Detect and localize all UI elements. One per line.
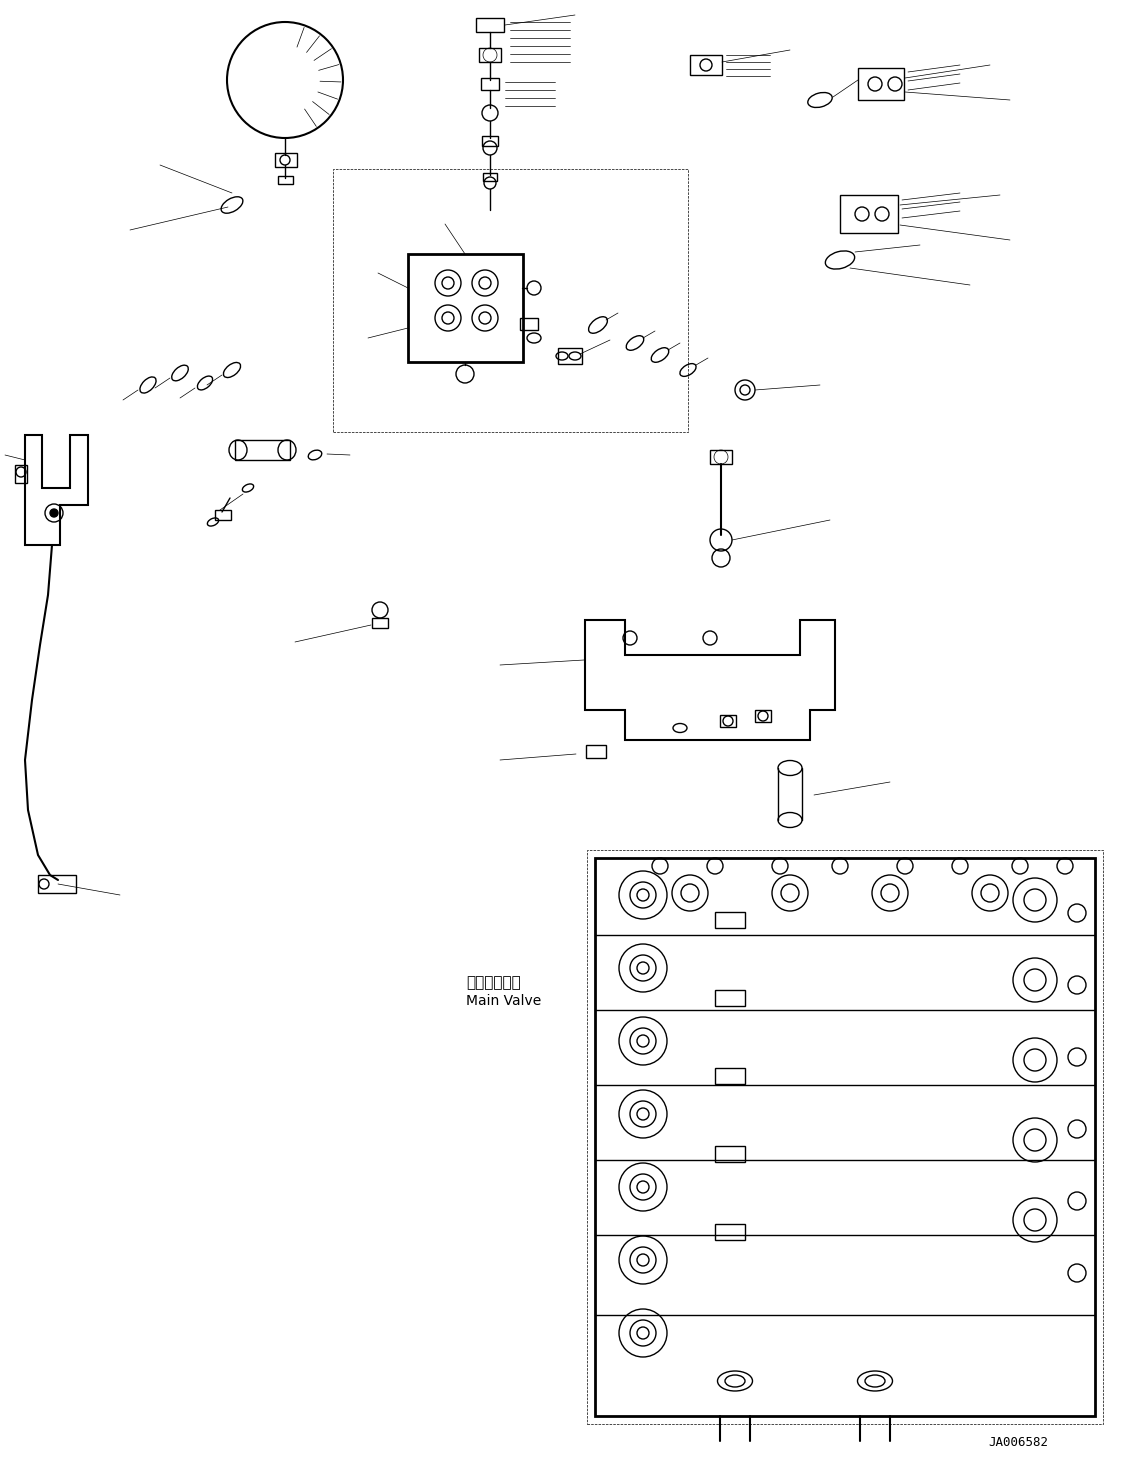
Bar	[15, 465, 27, 483]
Text: Main Valve: Main Valve	[466, 994, 541, 1008]
Bar	[476, 18, 504, 32]
Bar	[715, 912, 745, 928]
Bar	[715, 991, 745, 1007]
Bar	[586, 746, 606, 759]
Bar	[482, 136, 498, 146]
Bar	[275, 153, 297, 166]
Bar	[278, 177, 293, 184]
Bar	[715, 1068, 745, 1084]
Bar	[711, 449, 732, 464]
Bar	[235, 441, 291, 460]
Bar	[215, 511, 232, 519]
Bar	[479, 48, 501, 61]
Bar	[858, 69, 903, 101]
Bar	[715, 1145, 745, 1161]
Bar	[587, 851, 1103, 1424]
Text: メインバルブ: メインバルブ	[466, 976, 521, 991]
Bar	[558, 349, 582, 363]
Bar	[481, 77, 499, 90]
Bar	[37, 875, 76, 893]
Bar	[372, 619, 388, 627]
Circle shape	[50, 509, 58, 516]
Bar	[690, 55, 722, 74]
Text: JA006582: JA006582	[987, 1437, 1048, 1449]
Bar	[333, 169, 688, 432]
Bar	[484, 174, 497, 181]
Bar	[407, 254, 523, 362]
Bar	[720, 715, 735, 727]
Bar	[840, 196, 898, 233]
Bar	[520, 318, 538, 330]
Bar	[595, 858, 1095, 1417]
Bar	[755, 711, 771, 722]
Bar	[715, 1224, 745, 1240]
